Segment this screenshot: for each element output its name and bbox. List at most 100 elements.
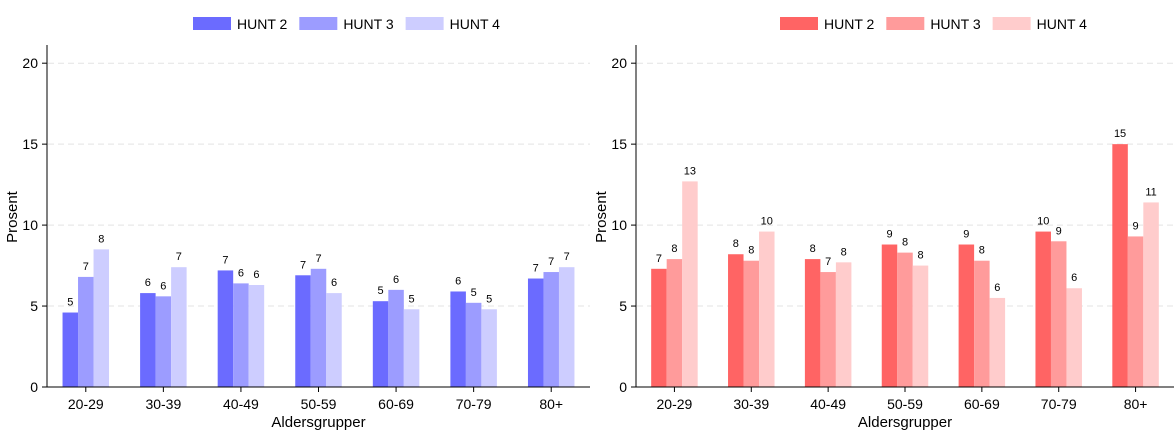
bar-value-label: 8 [902, 237, 908, 249]
y-tick-label: 15 [22, 136, 38, 152]
bar-value-label: 9 [1133, 220, 1139, 232]
bar [481, 309, 497, 387]
y-tick-label: 10 [22, 217, 38, 233]
y-tick-label: 10 [611, 217, 627, 233]
legend-label: HUNT 4 [1037, 16, 1088, 32]
bar [912, 265, 929, 387]
bar-value-label: 6 [455, 275, 461, 287]
bar-value-label: 7 [176, 251, 182, 263]
y-tick-label: 0 [30, 379, 38, 395]
bar [62, 312, 79, 387]
bar [1066, 288, 1082, 387]
bar-value-label: 9 [963, 229, 969, 241]
legend-swatch [886, 17, 925, 30]
bar [804, 259, 821, 387]
bar [1143, 202, 1159, 387]
bar [78, 276, 94, 387]
legend-swatch [992, 17, 1031, 30]
bar-value-label: 5 [486, 293, 492, 305]
bar-value-label: 5 [378, 285, 384, 297]
bar [93, 249, 110, 387]
x-tick-label: 30-39 [733, 396, 769, 412]
bar-value-label: 5 [471, 287, 477, 299]
bar [388, 289, 404, 387]
y-tick-label: 5 [30, 298, 38, 314]
bar [682, 181, 698, 387]
bar-value-label: 6 [1071, 272, 1077, 284]
bar [728, 254, 744, 387]
x-tick-label: 20-29 [68, 396, 104, 412]
x-tick-label: 40-49 [223, 396, 259, 412]
legend-swatch [299, 17, 338, 30]
bar-value-label: 10 [1037, 216, 1049, 228]
chart-right: 05101520781320-29881030-3987840-4998850-… [593, 16, 1174, 431]
bar-value-label: 8 [733, 238, 739, 250]
bar-value-label: 7 [315, 253, 321, 265]
bar [403, 309, 420, 387]
bar [248, 285, 265, 387]
bar-value-label: 8 [748, 245, 754, 257]
x-tick-label: 20-29 [657, 396, 693, 412]
bar-value-label: 6 [331, 277, 337, 289]
bar-value-label: 7 [300, 259, 306, 271]
bar-value-label: 7 [533, 263, 539, 275]
bar-value-label: 5 [409, 293, 415, 305]
x-tick-label: 40-49 [810, 396, 846, 412]
bar-value-label: 15 [1114, 128, 1126, 140]
bar-value-label: 7 [548, 256, 554, 268]
bar [465, 302, 482, 387]
bar-value-label: 8 [810, 243, 816, 255]
bar [310, 268, 327, 387]
bar-value-label: 11 [1145, 186, 1156, 198]
bar [1112, 144, 1128, 387]
bar [217, 270, 234, 387]
bar-value-label: 8 [917, 250, 923, 262]
bar-value-label: 9 [886, 229, 892, 241]
legend-label: HUNT 2 [824, 16, 875, 32]
legend-label: HUNT 4 [450, 16, 501, 32]
legend-swatch [193, 17, 231, 30]
x-tick-label: 80+ [539, 396, 563, 412]
y-tick-label: 20 [22, 55, 38, 71]
bar-value-label: 7 [825, 256, 831, 268]
x-tick-label: 60-69 [964, 396, 1000, 412]
bar [666, 259, 683, 387]
bar [372, 301, 389, 387]
y-tick-label: 5 [619, 298, 627, 314]
bar-value-label: 8 [671, 243, 677, 255]
bar-value-label: 10 [761, 216, 773, 228]
bar [1035, 231, 1051, 387]
bar-value-label: 6 [994, 282, 1000, 294]
bar [527, 278, 544, 387]
x-tick-label: 50-59 [301, 396, 337, 412]
y-tick-label: 15 [611, 136, 627, 152]
y-axis-title: Prosent [4, 190, 21, 243]
y-tick-label: 20 [611, 55, 627, 71]
x-axis-title: Aldersgrupper [858, 414, 952, 431]
bar-value-label: 8 [979, 245, 985, 257]
bar [558, 267, 575, 387]
bar [295, 275, 311, 387]
bar [897, 252, 913, 387]
legend-label: HUNT 3 [343, 16, 394, 32]
bar-value-label: 13 [684, 165, 696, 177]
bar [171, 267, 187, 387]
bar-value-label: 7 [222, 254, 228, 266]
bar-value-label: 8 [98, 233, 104, 245]
bar-value-label: 6 [145, 277, 151, 289]
bar [743, 260, 760, 387]
legend-swatch [780, 17, 818, 30]
legend-swatch [405, 17, 444, 30]
bar-value-label: 8 [841, 246, 847, 258]
bar-value-label: 7 [656, 253, 662, 265]
x-tick-label: 70-79 [456, 396, 492, 412]
bar [326, 293, 342, 387]
bar-value-label: 5 [67, 297, 73, 309]
bar [1050, 241, 1067, 387]
y-tick-label: 0 [619, 379, 627, 395]
bar-value-label: 6 [160, 280, 166, 292]
y-axis-title: Prosent [593, 190, 610, 243]
bar-value-label: 7 [83, 261, 89, 273]
